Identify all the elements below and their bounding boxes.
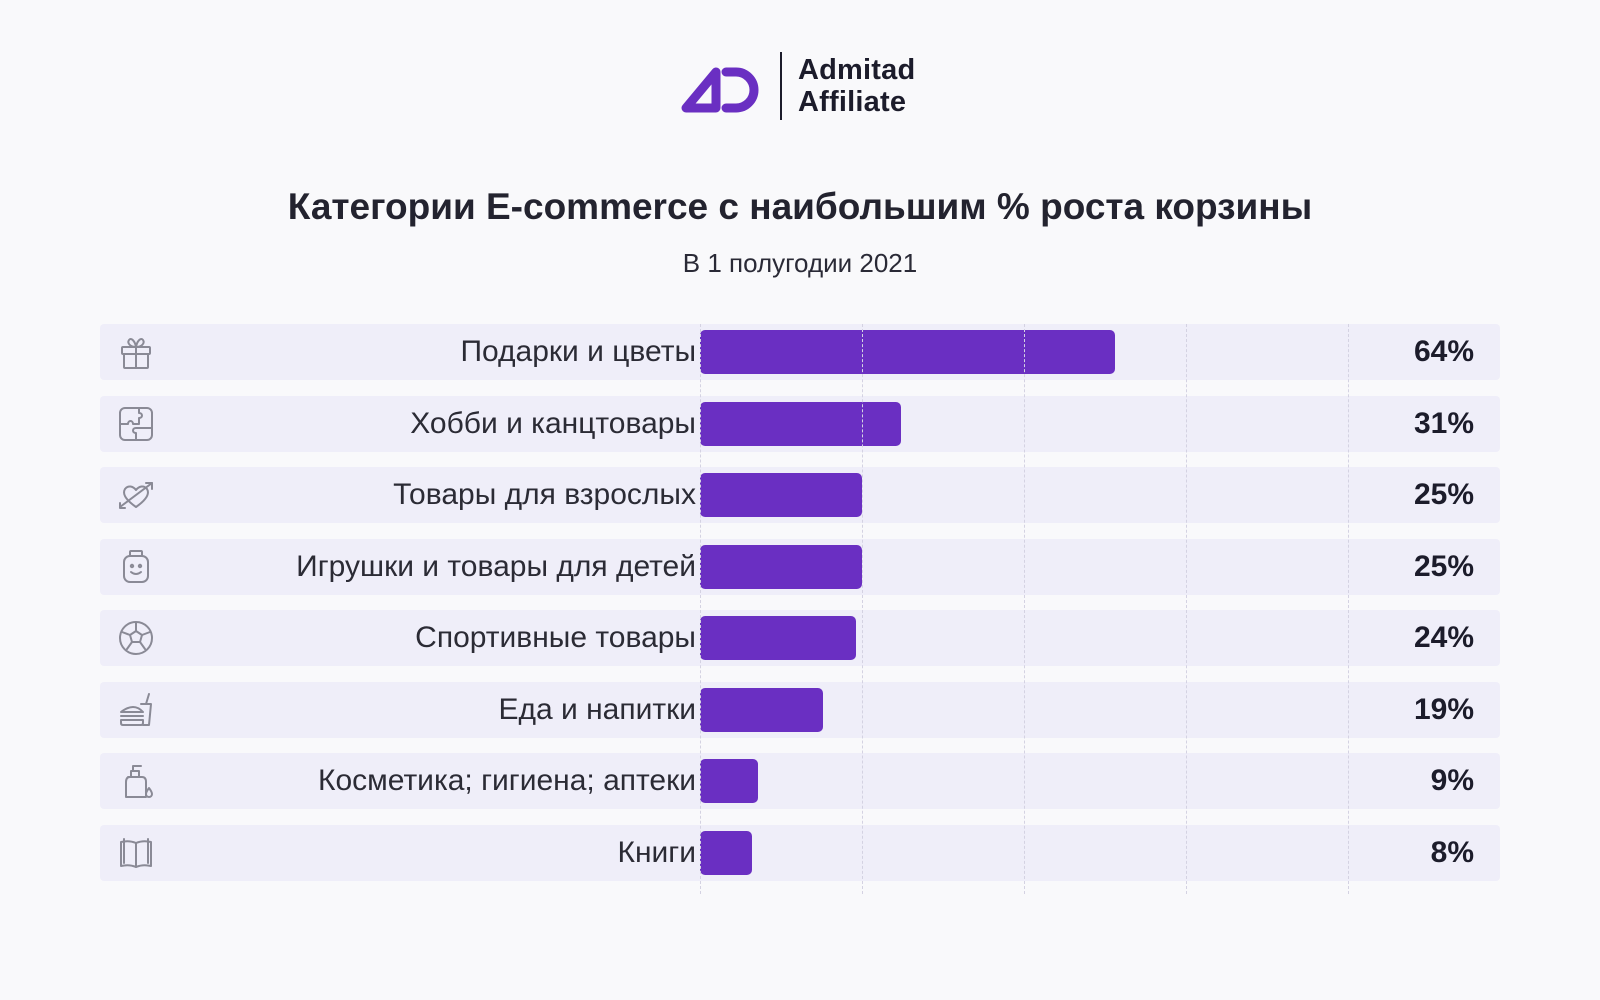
value-label: 64% (1413, 335, 1474, 368)
bar (700, 401, 901, 446)
chart-row: Косметика; гигиена; аптеки 9% (100, 753, 1500, 809)
soccer-ball-icon (119, 621, 153, 655)
bar (700, 544, 862, 589)
chart-row: Книги 8% (100, 824, 1500, 881)
book-icon (120, 837, 152, 868)
bar (700, 830, 752, 875)
logo-line1: Admitad (798, 54, 916, 86)
value-label: 25% (1413, 549, 1474, 583)
heart-arrow-icon (119, 482, 153, 509)
puzzle-icon (119, 406, 153, 441)
category-label: Товары для взрослых (393, 478, 696, 511)
grid-line (700, 324, 701, 894)
soap-bottle-icon (125, 765, 153, 798)
toy-icon (123, 549, 149, 583)
category-label: Книги (617, 835, 696, 869)
value-label: 25% (1413, 478, 1474, 511)
value-label: 8% (1430, 835, 1474, 869)
gift-icon (121, 338, 151, 369)
value-label: 31% (1413, 406, 1474, 440)
category-label: Хобби и канцтовары (410, 406, 696, 440)
bar (700, 687, 824, 732)
logo-wordmark: Admitad Affiliate (798, 54, 915, 118)
category-label: Косметика; гигиена; аптеки (317, 764, 696, 797)
category-label: Спортивные товары (415, 621, 696, 654)
category-label: Подарки и цветы (460, 335, 696, 368)
bar (700, 759, 759, 803)
food-drink-icon (120, 692, 152, 726)
value-label: 24% (1413, 621, 1474, 654)
admitad-logo-mark (681, 67, 759, 113)
grid-line (1348, 324, 1349, 894)
bar (700, 616, 856, 660)
grid-line (862, 324, 863, 894)
category-label: Еда и напитки (498, 692, 696, 726)
bar (700, 330, 1115, 374)
logo-line2: Affiliate (798, 86, 907, 118)
grid-line (1186, 324, 1187, 894)
value-label: 19% (1413, 692, 1474, 726)
chart-subtitle: В 1 полугодии 2021 (682, 248, 918, 278)
category-label: Игрушки и товары для детей (296, 549, 696, 583)
bar (700, 473, 862, 517)
grid-line (1024, 324, 1025, 894)
logo-divider (780, 52, 782, 120)
bar-chart: Подарки и цветы 64% Хобби и канцтовары 31% Т… (100, 324, 1500, 894)
chart-title: Категории E-commerce с наибольшим % рост… (287, 186, 1313, 227)
value-label: 9% (1430, 764, 1474, 797)
